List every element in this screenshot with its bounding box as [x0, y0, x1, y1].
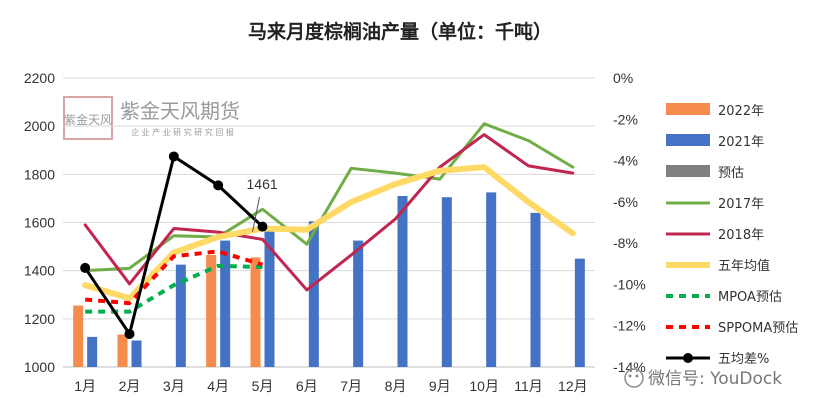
bar-2021 — [397, 196, 408, 367]
y-tick-label: 1800 — [24, 166, 55, 182]
annotation-label: 1461 — [247, 176, 278, 192]
watermark-tagline: 企 业 产 业 研 究 研 究 回 报 — [131, 127, 234, 137]
y2-tick-label: -4% — [613, 153, 638, 169]
source-credit: 微信号: YouDock — [624, 368, 782, 389]
annotation-leader — [252, 196, 260, 233]
series-line-4 — [85, 249, 264, 306]
bar-2022 — [73, 305, 84, 367]
series-line-3 — [85, 263, 263, 314]
pct-point — [257, 221, 268, 232]
x-tick-label: 8月 — [385, 378, 407, 394]
series-line-2 — [82, 164, 576, 302]
series-line-0 — [83, 122, 575, 273]
x-tick-label: 2月 — [119, 378, 141, 394]
y2-tick-label: -6% — [613, 194, 638, 210]
x-tick-label: 4月 — [207, 378, 229, 394]
legend-swatch-bar — [666, 165, 710, 177]
x-tick-label: 1月 — [74, 378, 96, 394]
bar-2021 — [87, 336, 98, 367]
wechat-icon — [624, 368, 644, 388]
watermark-seal — [63, 96, 113, 140]
x-axis: 1月 2月 3月 4月 5月 6月 7月 8月 9月 10月 11月 12月 — [63, 366, 595, 394]
pct-point — [213, 180, 224, 191]
chart-title: 马来月度棕榈油产量（单位：千吨） — [248, 20, 552, 43]
legend-label: 五年均值 — [718, 258, 770, 274]
bar-2021 — [530, 212, 541, 367]
pct-line — [83, 154, 264, 338]
legend-label: MPOA预估 — [718, 290, 782, 305]
y-axis-left: 1000 1200 1400 1600 1800 2000 2200 — [24, 70, 55, 375]
bar-2021 — [574, 258, 585, 367]
legend-swatch-marker — [683, 353, 693, 363]
legend-label: 五均差% — [718, 352, 769, 367]
y-axis-right: 0% -2% -4% -6% -8% -10% -12% -14% — [613, 70, 646, 375]
legend-label: SPPOMA预估 — [718, 321, 798, 336]
bar-2021 — [486, 192, 497, 367]
series-line-1 — [83, 133, 575, 292]
y-tick-label: 1000 — [24, 359, 55, 375]
bar-2021 — [131, 340, 142, 367]
watermark-seal-text: 紫金天风 — [64, 112, 112, 127]
bar-2021 — [441, 197, 452, 367]
legend-label: 2017年 — [718, 197, 764, 212]
y-tick-label: 1200 — [24, 311, 55, 327]
y2-tick-label: -14% — [613, 359, 646, 375]
watermark: 紫金天风 紫金天风期货 企 业 产 业 研 究 研 究 回 报 — [63, 96, 240, 140]
legend-label: 2018年 — [718, 228, 764, 243]
x-tick-label: 5月 — [252, 378, 274, 394]
series-lines — [82, 122, 576, 314]
watermark-brand: 紫金天风期货 — [120, 99, 240, 123]
pct-series — [80, 151, 268, 339]
y2-tick-label: -10% — [613, 276, 646, 292]
pct-point — [124, 328, 135, 339]
legend-label: 预估 — [718, 166, 744, 181]
x-tick-label: 12月 — [558, 378, 588, 394]
x-tick-label: 11月 — [514, 378, 543, 394]
y2-tick-label: 0% — [613, 70, 633, 86]
x-tick-label: 7月 — [340, 378, 362, 394]
bar-2021 — [353, 240, 364, 367]
x-tick-label: 6月 — [296, 378, 318, 394]
legend-swatch-bar — [666, 134, 710, 146]
legend-label: 2021年 — [718, 135, 764, 150]
wechat-icon-eye-right — [635, 374, 639, 378]
pct-point — [168, 151, 179, 162]
x-tick-label: 10月 — [469, 378, 499, 394]
bar-2022 — [250, 257, 261, 367]
bar-2021 — [308, 221, 319, 367]
source-text: 微信号: YouDock — [648, 369, 782, 389]
wechat-icon-eye-left — [628, 374, 632, 378]
bar-2021 — [264, 230, 275, 367]
y2-tick-label: -12% — [613, 318, 646, 334]
bar-2021 — [220, 240, 231, 367]
pct-point — [80, 262, 91, 273]
x-tick-label: 9月 — [429, 378, 451, 394]
bars — [73, 192, 585, 367]
legend-swatch-bar — [666, 103, 710, 115]
bar-2021 — [175, 264, 186, 367]
y-tick-label: 2200 — [24, 70, 55, 86]
x-tick-label: 3月 — [163, 378, 185, 394]
bar-2022 — [117, 334, 128, 367]
bar-2022 — [206, 255, 217, 367]
y2-tick-label: -2% — [613, 111, 638, 127]
y-tick-label: 1400 — [24, 263, 55, 279]
legend-label: 2022年 — [718, 104, 764, 119]
y-tick-label: 1600 — [24, 215, 55, 231]
annotations: 1461 — [247, 176, 278, 233]
y2-tick-label: -8% — [613, 235, 638, 251]
y-tick-label: 2000 — [24, 118, 55, 134]
